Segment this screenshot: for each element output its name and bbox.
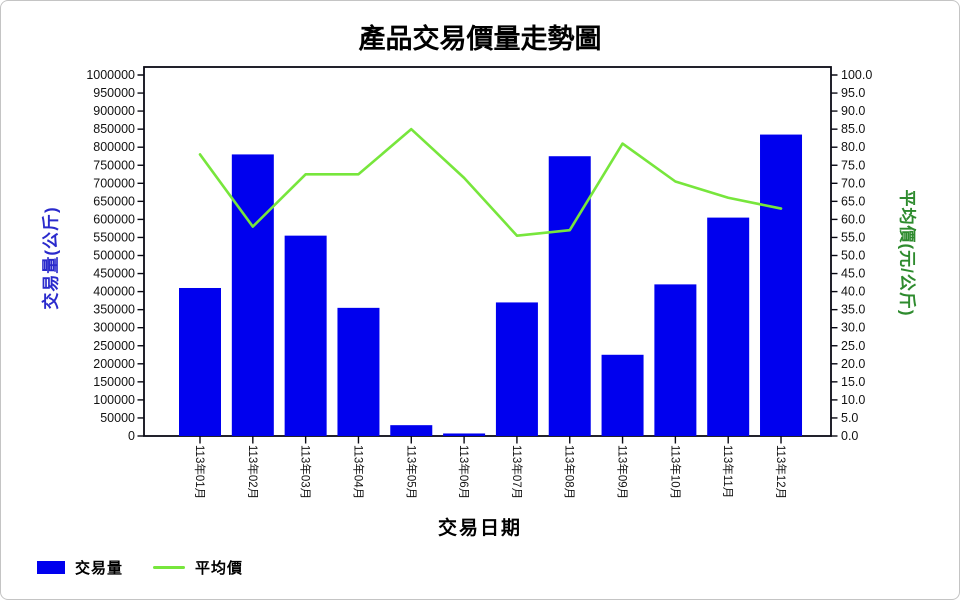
x-tick-label: 113年11月 <box>721 445 735 498</box>
chart-title: 產品交易價量走勢圖 <box>358 24 602 55</box>
volume-bar <box>390 425 433 436</box>
x-tick-label: 113年06月 <box>457 445 471 499</box>
left-tick-label: 800000 <box>93 140 135 154</box>
left-tick-label: 700000 <box>93 176 135 190</box>
volume-bar <box>231 154 274 437</box>
legend: 交易量 平均價 <box>37 557 243 578</box>
left-tick-label: 200000 <box>93 357 135 371</box>
volume-bar <box>495 302 538 436</box>
right-axis-ticks: 0.0 5.0 10.0 15.0 20.0 25.0 30.0 35.0 40.0 45.0 50… <box>831 68 872 443</box>
right-tick-label: 40.0 <box>841 285 865 299</box>
right-tick-label: 100.0 <box>841 68 872 82</box>
legend-volume-swatch <box>37 561 65 574</box>
plot-frame <box>143 66 832 437</box>
right-tick-label: 15.0 <box>841 375 865 389</box>
left-tick-label: 100000 <box>93 393 135 407</box>
right-tick-label: 70.0 <box>841 176 865 190</box>
left-tick-label: 900000 <box>93 104 135 118</box>
legend-volume-label: 交易量 <box>75 560 124 577</box>
x-tick-label: 113年09月 <box>616 445 630 499</box>
price-line <box>198 127 783 237</box>
right-tick-label: 0.0 <box>841 429 858 443</box>
right-tick-label: 5.0 <box>841 411 858 425</box>
left-tick-label: 1000000 <box>86 68 135 82</box>
left-tick-label: 500000 <box>93 249 135 263</box>
x-tick-label: 113年10月 <box>668 445 682 499</box>
left-tick-label: 0 <box>128 429 135 443</box>
x-tick-label: 113年07月 <box>510 445 524 499</box>
left-tick-label: 50000 <box>100 411 135 425</box>
x-tick-label: 113年01月 <box>193 445 207 499</box>
left-tick-label: 350000 <box>93 303 135 317</box>
legend-price-swatch <box>153 566 186 569</box>
volume-bar <box>548 156 591 436</box>
right-tick-label: 80.0 <box>841 140 865 154</box>
left-tick-label: 400000 <box>93 285 135 299</box>
right-tick-label: 25.0 <box>841 339 865 353</box>
x-axis-ticks: 113年01月 113年02月 113年03月 113年04月 113年05月 113年0… <box>193 436 788 499</box>
left-tick-label: 300000 <box>93 321 135 335</box>
x-tick-label: 113年12月 <box>774 445 788 499</box>
left-tick-label: 250000 <box>93 339 135 353</box>
x-tick-label: 113年05月 <box>404 445 418 499</box>
volume-bar <box>760 134 803 436</box>
x-tick-label: 113年08月 <box>563 445 577 499</box>
volume-bar <box>707 217 750 436</box>
left-tick-label: 600000 <box>93 212 135 226</box>
volume-bar <box>284 235 327 436</box>
left-tick-label: 450000 <box>93 267 135 281</box>
right-tick-label: 50.0 <box>841 249 865 263</box>
right-tick-label: 45.0 <box>841 267 865 281</box>
right-tick-label: 55.0 <box>841 230 865 244</box>
right-tick-label: 95.0 <box>841 86 865 100</box>
right-tick-label: 30.0 <box>841 321 865 335</box>
volume-bar <box>654 284 697 436</box>
right-tick-label: 20.0 <box>841 357 865 371</box>
right-tick-label: 85.0 <box>841 122 865 136</box>
legend-price-label: 平均價 <box>195 560 244 577</box>
right-tick-label: 90.0 <box>841 104 865 118</box>
left-tick-label: 650000 <box>93 194 135 208</box>
left-tick-label: 850000 <box>93 122 135 136</box>
x-tick-label: 113年02月 <box>246 445 260 499</box>
x-axis-title: 交易日期 <box>437 518 522 539</box>
volume-bar <box>337 307 380 436</box>
right-tick-label: 10.0 <box>841 393 865 407</box>
volume-bars <box>179 134 803 437</box>
right-tick-label: 60.0 <box>841 212 865 226</box>
right-tick-label: 65.0 <box>841 194 865 208</box>
left-tick-label: 550000 <box>93 230 135 244</box>
x-tick-label: 113年03月 <box>299 445 313 499</box>
volume-bar <box>179 287 221 436</box>
left-tick-label: 150000 <box>93 375 135 389</box>
left-tick-label: 750000 <box>93 158 135 172</box>
left-axis-ticks: 0 50000 100000 150000 200000 250000 300000 3500… <box>86 68 144 443</box>
right-tick-label: 75.0 <box>841 158 865 172</box>
volume-bar <box>443 433 486 436</box>
right-tick-label: 35.0 <box>841 303 865 317</box>
left-tick-label: 950000 <box>93 86 135 100</box>
volume-bar <box>601 354 644 436</box>
x-tick-label: 113年04月 <box>351 445 365 499</box>
